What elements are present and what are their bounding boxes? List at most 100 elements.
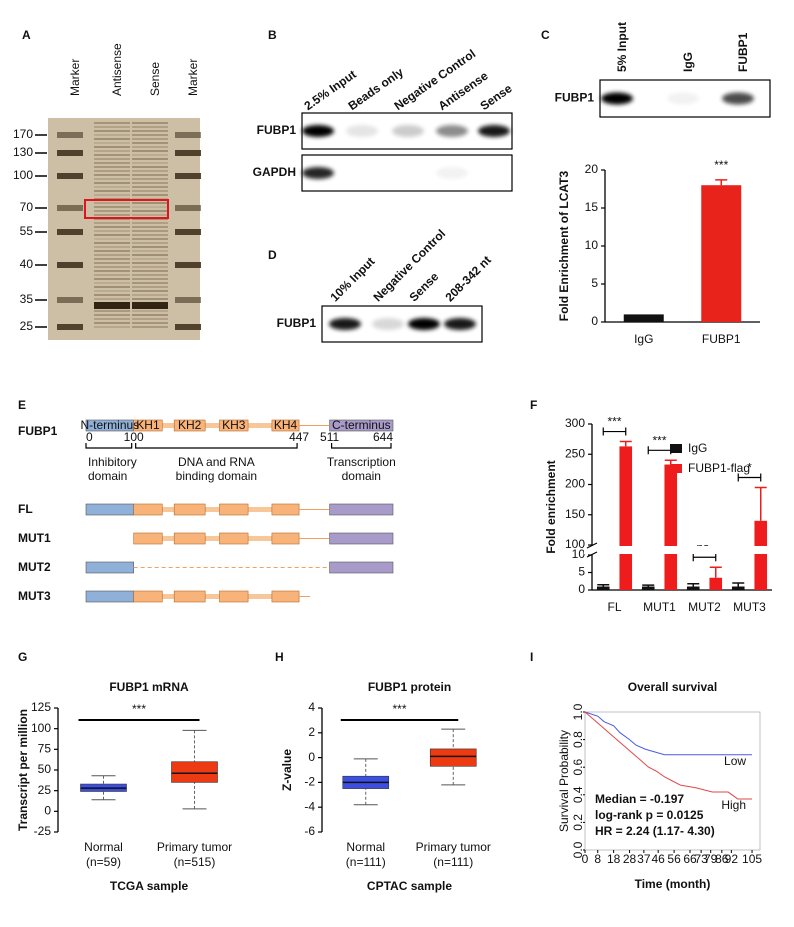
segment-label: N-terminus — [80, 418, 139, 432]
x-tick-label: MUT2 — [688, 600, 721, 614]
gel-band — [94, 290, 130, 292]
error-bar — [597, 584, 610, 587]
marker-band — [57, 132, 83, 138]
significance-label: *** — [392, 702, 406, 716]
axis-break — [584, 546, 774, 554]
gel-band — [132, 294, 168, 296]
gel-band — [94, 206, 130, 208]
kh-domain — [133, 419, 163, 432]
gel-band — [132, 170, 168, 172]
gel-band — [94, 238, 130, 240]
marker-size: 40 — [20, 257, 34, 271]
x-tick-label: Normal — [84, 840, 123, 854]
gel-band — [132, 314, 168, 316]
x-tick-label: 66 — [683, 852, 697, 866]
x-tick-label: 92 — [725, 852, 739, 866]
gel-band — [132, 210, 168, 212]
marker-band — [57, 262, 83, 268]
gel-band — [132, 278, 168, 280]
survival-curve — [584, 711, 753, 756]
gel-band — [132, 238, 168, 240]
kh-domain — [133, 590, 163, 603]
position-label: 511 — [320, 430, 339, 444]
gel-band — [132, 290, 168, 292]
y-tick-label: -6 — [304, 824, 315, 838]
y-tick-label: 4 — [308, 700, 315, 714]
gel-band — [94, 222, 130, 224]
y-tick-label: 2 — [308, 725, 315, 739]
x-tick-note: (n=515) — [174, 855, 216, 869]
x-tick-label: MUT3 — [733, 600, 766, 614]
x-tick-label: 8 — [594, 852, 601, 866]
chart-title: FUBP1 mRNA — [109, 680, 189, 694]
x-tick-label: Primary tumor — [157, 840, 232, 854]
y-axis-label: Transcript per million — [16, 709, 30, 831]
kh-domain — [133, 532, 163, 545]
gel-band — [94, 274, 130, 276]
y-tick-label: 100 — [31, 721, 51, 735]
gel-band — [132, 122, 168, 124]
error-bar — [732, 582, 745, 587]
marker-band — [57, 324, 83, 330]
gel-band — [132, 234, 168, 236]
blot-band — [444, 318, 476, 330]
error-bar — [754, 486, 767, 521]
y-tick-label: -25 — [34, 824, 52, 838]
position-label: 0 — [86, 430, 93, 444]
gel-band — [94, 182, 130, 184]
n-terminus — [85, 561, 134, 574]
kh-domain — [219, 590, 249, 603]
gel-band — [132, 302, 168, 309]
y-tick-label: 0 — [591, 314, 598, 328]
panel-label: C — [541, 28, 550, 42]
plot-frame — [584, 711, 761, 851]
gel-band — [94, 314, 130, 316]
y-tick-label: 0 — [308, 750, 315, 764]
chart-title: FUBP1 protein — [368, 680, 451, 694]
y-tick-label: 0.8 — [571, 731, 585, 748]
legend-label: IgG — [688, 441, 707, 455]
marker-band — [57, 297, 83, 303]
gel-band — [94, 258, 130, 260]
gel-band — [132, 178, 168, 180]
y-axis-label: Z-value — [280, 749, 294, 791]
kh-region — [133, 507, 300, 512]
domain-label: Transcription — [327, 455, 396, 469]
kh-domain — [219, 503, 249, 516]
y-tick-label: 0.6 — [571, 759, 585, 776]
gel-band — [94, 318, 130, 320]
y-tick-label: 150 — [565, 507, 585, 521]
y-tick-label: 20 — [585, 162, 599, 176]
panel-label: H — [275, 650, 284, 664]
gel-band — [132, 310, 168, 312]
lane-label: 5% Input — [615, 22, 629, 72]
domain-bracket — [85, 443, 133, 449]
x-axis-label: CPTAC sample — [367, 879, 452, 893]
gel-band — [132, 214, 168, 216]
gel-band — [94, 138, 130, 140]
gel-band — [132, 270, 168, 272]
x-tick-label: 56 — [667, 852, 681, 866]
gel-band — [94, 186, 130, 188]
gel-band — [94, 178, 130, 180]
marker-band — [175, 173, 201, 179]
segment-label: KH3 — [222, 418, 246, 432]
error-bar — [619, 440, 632, 447]
blot-band — [436, 167, 468, 179]
significance-label: *** — [607, 415, 621, 429]
series-label: High — [721, 798, 746, 812]
x-tick-label: 28 — [623, 852, 637, 866]
x-tick-label: 37 — [637, 852, 651, 866]
gel-band — [132, 206, 168, 208]
lane-label: FUBP1 — [736, 32, 750, 72]
x-tick-label: 105 — [742, 852, 762, 866]
bar — [754, 520, 768, 590]
marker-size: 130 — [13, 145, 33, 159]
gel-band — [132, 142, 168, 144]
domain-label: DNA and RNA — [178, 455, 255, 469]
gel-band — [132, 230, 168, 232]
gel-band — [132, 150, 168, 152]
bar — [596, 586, 610, 590]
y-tick-label: 1.0 — [571, 703, 585, 720]
